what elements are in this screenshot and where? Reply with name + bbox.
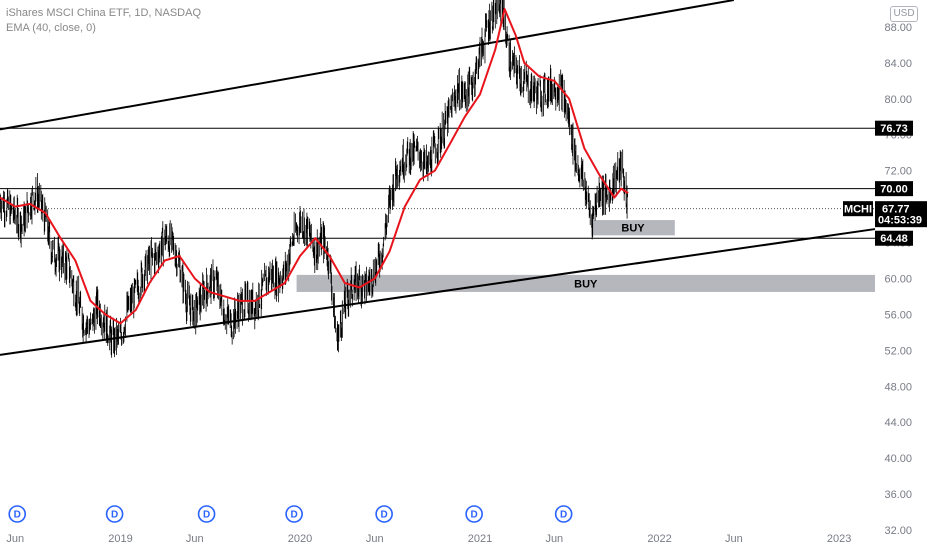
chart-legend: iShares MSCI China ETF, 1D, NASDAQ EMA (… [6,6,201,36]
last-price-value: 67.77 [882,204,910,216]
x-tick-label: Jun [186,533,204,545]
dividend-marker-label: D [471,510,478,521]
buy-zone-label: BUY [621,223,645,235]
dividend-marker [197,505,216,523]
dividend-marker-label: D [203,510,210,521]
x-tick-label: Jun [725,533,743,545]
y-tick-label: 84.00 [884,58,912,70]
y-tick-label: 88.00 [884,22,912,34]
dividend-marker-label: D [291,510,298,521]
symbol-title: iShares MSCI China ETF, 1D, NASDAQ [6,7,202,19]
symbol-tag [843,201,873,217]
price-level-tag [875,230,913,246]
price-level-tag [875,120,913,136]
y-tick-label: 60.00 [884,273,912,285]
dividend-marker [285,505,303,523]
price-level-tag-label: 70.00 [880,184,908,196]
x-tick-label: 2023 [827,533,851,545]
buy-zone-label: BUY [574,278,598,290]
symbol-tag-label: MCHI [844,204,872,216]
last-price-tag [875,201,927,228]
ema-line [0,8,629,325]
trendline-upper-channel [0,0,735,131]
x-tick-label: 2020 [288,533,312,545]
price-level-tag-label: 76.73 [880,123,908,135]
price-level-tag [875,181,913,197]
x-tick-label: 2019 [108,533,132,545]
countdown-label: 04:53:39 [878,215,922,227]
y-tick-label: 44.00 [884,417,912,429]
y-tick-label: 56.00 [884,309,912,321]
currency-badge[interactable]: USD [890,6,918,22]
dividend-marker [554,505,573,523]
dividend-marker-label: D [14,510,21,521]
y-tick-label: 48.00 [884,381,912,393]
x-tick-label: Jun [366,533,384,545]
y-tick-label: 80.00 [884,94,912,106]
x-tick-label: Jun [545,533,563,545]
x-tick-label: Jun [6,533,24,545]
dividend-marker-label: D [560,510,567,521]
y-tick-label: 36.00 [884,489,912,501]
buy-zone [296,274,875,292]
trendline-lower-channel [0,228,876,356]
x-tick-label: 2022 [647,533,671,545]
indicator-title: EMA (40, close, 0) [6,22,96,34]
price-level-tag-label: 64.48 [880,233,908,245]
y-tick-label: 40.00 [884,453,912,465]
y-tick-label: 52.00 [884,345,912,357]
dividend-marker [8,505,27,523]
y-tick-label: 32.00 [884,525,912,537]
y-tick-label: 72.00 [884,166,912,178]
dividend-marker [105,505,124,523]
dividend-marker-label: D [111,510,118,521]
x-tick-label: 2021 [468,533,492,545]
dividend-marker [375,505,393,523]
dividend-marker-label: D [381,510,388,521]
buy-zone [591,220,675,236]
dividend-marker [465,505,483,523]
